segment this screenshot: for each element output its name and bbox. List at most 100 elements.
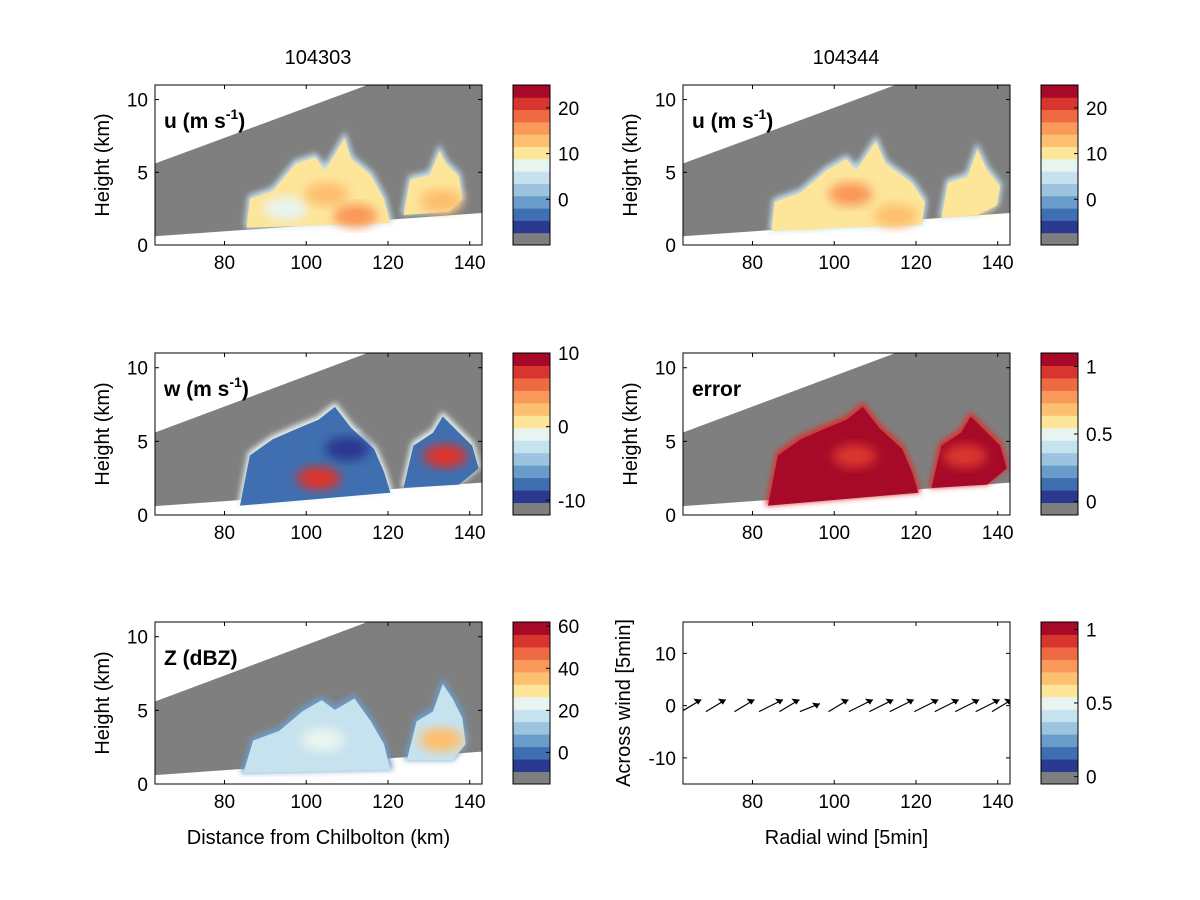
colorbar-tick-label: 20 bbox=[558, 701, 579, 722]
colorbar-tick-label: 0 bbox=[1086, 768, 1097, 789]
x-tick-label: 100 bbox=[290, 253, 322, 274]
data-point-core bbox=[846, 450, 863, 463]
axes-box bbox=[154, 84, 483, 246]
y-tick-label: 10 bbox=[655, 91, 676, 112]
colorbar-tick-label: 20 bbox=[558, 99, 579, 120]
storm-cell bbox=[240, 406, 391, 506]
x-tick-label: 100 bbox=[818, 523, 850, 544]
colorbar-swatch bbox=[1041, 85, 1078, 98]
colorbar-5: 60 40 20 0 bbox=[512, 617, 579, 785]
colorbar-swatch bbox=[513, 759, 550, 773]
colorbar-tick-label: 10 bbox=[558, 145, 579, 166]
colorbar-tick-label: 10 bbox=[1086, 145, 1107, 166]
colorbar-swatch bbox=[1041, 759, 1078, 773]
y-axis-label: Height (km) bbox=[620, 382, 642, 485]
wind-arrow-head bbox=[971, 698, 980, 705]
data-point-core bbox=[433, 733, 450, 746]
colorbar-swatch bbox=[513, 97, 550, 111]
panel-label-close: ) bbox=[238, 110, 245, 133]
colorbar-swatch bbox=[1041, 709, 1078, 723]
colorbar-swatch bbox=[513, 415, 550, 429]
colorbar-swatch bbox=[1041, 232, 1078, 246]
y-tick-label: 10 bbox=[127, 628, 148, 649]
colorbar-tick-label: 1 bbox=[1086, 358, 1097, 379]
y-axis-label: Height (km) bbox=[92, 113, 114, 216]
colorbar-swatch bbox=[513, 634, 550, 648]
colorbar-tick-label: 0 bbox=[1086, 190, 1097, 211]
x-tick-label: 140 bbox=[982, 523, 1014, 544]
data-point-core bbox=[842, 188, 859, 201]
wind-arrow-head bbox=[746, 698, 755, 705]
colorbar-swatch bbox=[1041, 158, 1078, 172]
panel-label-main: Z (dBZ) bbox=[164, 647, 237, 670]
colorbar-swatch bbox=[1041, 208, 1078, 221]
colorbar-tick-label: 40 bbox=[558, 659, 579, 680]
panel-label: w (m s-1) bbox=[163, 374, 249, 401]
colorbar-swatch bbox=[513, 671, 550, 685]
y-axis-label: Across wind [5min] bbox=[613, 619, 635, 787]
wind-arrow-head bbox=[930, 698, 939, 705]
x-tick-label: 140 bbox=[982, 792, 1014, 813]
colorbar-swatch bbox=[1041, 183, 1078, 197]
colorbar-swatch bbox=[513, 171, 550, 184]
colorbar-swatch bbox=[1041, 465, 1078, 479]
colorbar-swatch bbox=[1041, 684, 1078, 698]
data-point-core bbox=[797, 209, 814, 222]
wind-arrow-head bbox=[1004, 698, 1010, 705]
wind-arrow-head bbox=[791, 698, 800, 705]
colorbar-swatch bbox=[1041, 746, 1078, 760]
colorbar-swatch bbox=[1041, 771, 1078, 785]
colorbar-swatch bbox=[513, 465, 550, 479]
column-title-right: 104344 bbox=[813, 47, 880, 69]
colorbar-swatch bbox=[513, 220, 550, 234]
colorbar-swatch bbox=[1041, 646, 1078, 660]
colorbar-4: 10.50 bbox=[1040, 352, 1112, 516]
y-tick-label: 0 bbox=[665, 506, 676, 527]
y-tick-label: 5 bbox=[137, 701, 148, 722]
colorbar-swatch bbox=[1041, 171, 1078, 184]
panel-label-sup: -1 bbox=[229, 374, 242, 390]
axes-box bbox=[682, 84, 1011, 246]
wind-arrow-head bbox=[905, 698, 914, 705]
colorbar-swatch bbox=[513, 696, 550, 710]
colorbar-swatch bbox=[513, 490, 550, 504]
colorbar-swatch bbox=[513, 746, 550, 760]
colorbar-swatch bbox=[513, 622, 550, 635]
colorbar-swatch bbox=[1041, 477, 1078, 491]
x-tick-label: 80 bbox=[742, 253, 763, 274]
colorbar-tick-label: 0 bbox=[1086, 493, 1097, 514]
colorbar-tick-label: -10 bbox=[558, 491, 585, 512]
colorbar-swatch bbox=[1041, 490, 1078, 504]
x-tick-label: 80 bbox=[742, 792, 763, 813]
y-tick-label: 10 bbox=[127, 359, 148, 380]
x-tick-label: 80 bbox=[742, 523, 763, 544]
colorbar-swatch bbox=[513, 440, 550, 454]
x-tick-label: 140 bbox=[454, 523, 486, 544]
colorbar-swatch bbox=[1041, 502, 1078, 516]
axes-box bbox=[154, 621, 483, 785]
colorbar-swatch bbox=[1041, 220, 1078, 234]
y-tick-label: 5 bbox=[665, 432, 676, 453]
data-point-core bbox=[965, 195, 982, 208]
colorbar-swatch bbox=[513, 195, 550, 209]
colorbar-swatch bbox=[1041, 146, 1078, 160]
x-axis-label: Radial wind [5min] bbox=[765, 827, 928, 849]
panel-label: error bbox=[692, 378, 741, 401]
colorbar-swatch bbox=[1041, 696, 1078, 710]
colorbar-swatch bbox=[1041, 377, 1078, 391]
colorbar-swatch bbox=[513, 646, 550, 660]
data-point-core bbox=[314, 733, 331, 746]
colorbar-swatch bbox=[513, 365, 550, 379]
column-title-left: 104303 bbox=[285, 47, 352, 69]
colorbar-swatch bbox=[1041, 415, 1078, 429]
y-axis-label: Height (km) bbox=[620, 113, 642, 216]
colorbar-swatch bbox=[513, 158, 550, 172]
data-point-core bbox=[887, 209, 904, 222]
panel-label: Z (dBZ) bbox=[164, 647, 237, 670]
colorbar-swatch bbox=[513, 427, 550, 441]
colorbar-swatch bbox=[1041, 134, 1078, 148]
colorbar-swatch bbox=[513, 771, 550, 785]
